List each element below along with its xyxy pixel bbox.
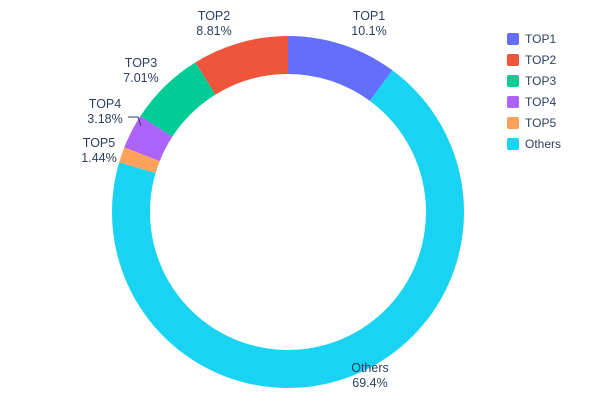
pie-slice-top3[interactable] <box>140 62 216 137</box>
legend: TOP1 TOP2 TOP3 TOP4 TOP5 Others <box>507 33 561 150</box>
legend-item-top5[interactable]: TOP5 <box>507 117 561 129</box>
legend-label: TOP2 <box>525 53 557 67</box>
slice-label-percent: 8.81% <box>196 24 231 38</box>
legend-label: TOP5 <box>525 116 557 130</box>
slice-label-name: Others <box>351 361 389 375</box>
pie-slice-top2[interactable] <box>195 36 288 95</box>
slice-label-name: TOP2 <box>198 9 230 23</box>
legend-label: TOP3 <box>525 74 557 88</box>
slice-label-percent: 7.01% <box>123 71 158 85</box>
pie-slice-top1[interactable] <box>288 36 393 101</box>
slice-label-name: TOP1 <box>353 9 385 23</box>
legend-swatch <box>507 75 519 87</box>
slice-label-top1: TOP1 10.1% <box>351 9 386 38</box>
legend-swatch <box>507 96 519 108</box>
legend-item-top3[interactable]: TOP3 <box>507 75 561 87</box>
legend-label: TOP1 <box>525 32 557 46</box>
slice-label-percent: 1.44% <box>81 151 116 165</box>
slice-label-top4: TOP4 3.18% <box>87 97 122 126</box>
slice-label-name: TOP3 <box>125 56 157 70</box>
slice-label-percent: 10.1% <box>351 24 386 38</box>
slice-label-name: TOP5 <box>83 136 115 150</box>
pie-slice-top5[interactable] <box>119 147 160 174</box>
slice-label-top5: TOP5 1.44% <box>81 136 116 165</box>
legend-swatch <box>507 54 519 66</box>
legend-item-others[interactable]: Others <box>507 138 561 150</box>
slices-group <box>111 36 464 389</box>
legend-item-top4[interactable]: TOP4 <box>507 96 561 108</box>
leader-lines-group <box>128 116 142 127</box>
slice-label-others: Others 69.4% <box>351 361 389 390</box>
pie-slice-top4[interactable] <box>124 116 173 162</box>
slice-label-percent: 69.4% <box>352 376 387 390</box>
slice-label-percent: 3.18% <box>87 112 122 126</box>
legend-label: TOP4 <box>525 95 557 109</box>
slice-label-top2: TOP2 8.81% <box>196 9 231 38</box>
label-leader-line <box>128 116 142 127</box>
slice-label-top3: TOP3 7.01% <box>123 56 158 85</box>
slice-labels-group: TOP1 10.1% TOP2 8.81% TOP3 7.01%TOP4 3.18% TOP5… <box>81 9 388 390</box>
legend-swatch <box>507 117 519 129</box>
legend-label: Others <box>525 137 562 151</box>
legend-swatch <box>507 138 519 150</box>
legend-item-top2[interactable]: TOP2 <box>507 54 561 66</box>
legend-swatch <box>507 33 519 45</box>
slice-label-name: TOP4 <box>89 97 121 111</box>
legend-item-top1[interactable]: TOP1 <box>507 33 561 45</box>
